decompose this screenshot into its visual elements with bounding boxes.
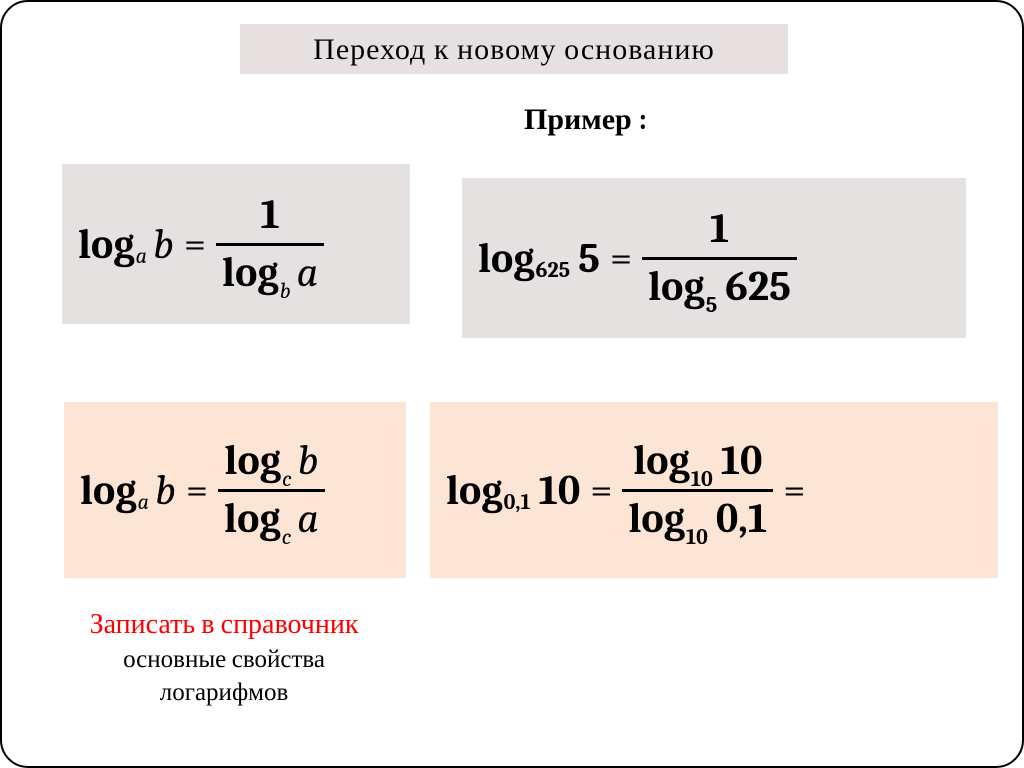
log-base: 625	[536, 257, 570, 283]
log-text: log	[80, 466, 137, 515]
formula-content: log625 5 = 1 log5 625	[478, 204, 797, 311]
log-arg: 0,1	[716, 496, 767, 542]
log-text: log	[478, 234, 535, 283]
numerator: log10 10	[627, 436, 768, 486]
log-base: b	[280, 279, 291, 303]
fraction-bar	[642, 257, 797, 260]
numerator: logc b	[218, 436, 324, 486]
formula-reciprocal-example: log625 5 = 1 log5 625	[462, 178, 966, 338]
footnote-line2: основные свойства	[64, 645, 384, 674]
denominator: logc a	[218, 494, 325, 544]
log-base: 0,1	[504, 489, 531, 515]
log-text: log	[628, 496, 685, 542]
formula-content: loga b = 1 logb a	[78, 190, 324, 297]
log-text: log	[222, 250, 279, 296]
log-arg: 10	[721, 438, 763, 484]
log-arg: b	[153, 220, 174, 269]
slide-title: Переход к новому основанию	[240, 24, 788, 74]
log-text: log	[648, 264, 705, 310]
log-arg: b	[155, 466, 176, 515]
fraction: 1 log5 625	[642, 204, 797, 311]
formula-reciprocal: loga b = 1 logb a	[62, 164, 410, 324]
log-text: log	[224, 438, 281, 484]
log-arg: 10	[539, 466, 581, 515]
trailing-equals: =	[783, 467, 805, 513]
log-arg: a	[297, 496, 319, 542]
example-label: Пример :	[524, 102, 647, 137]
log-arg: 5	[578, 234, 600, 283]
numerator: 1	[704, 204, 735, 254]
slide-frame: Переход к новому основанию Пример : loga…	[0, 0, 1024, 768]
footnote: Записать в справочник основные свойства …	[64, 608, 384, 707]
denominator: logb a	[216, 248, 324, 298]
formula-content: log0,1 10 = log10 10 log10 0,1 =	[446, 436, 815, 543]
log-arg: b	[298, 438, 319, 484]
footnote-line1: Записать в справочник	[64, 608, 384, 641]
log-base: c	[282, 467, 292, 491]
log-base: 5	[706, 293, 717, 317]
fraction-bar	[216, 243, 324, 246]
log-text: log	[446, 466, 503, 515]
equals-sign: =	[610, 235, 632, 281]
log-arg: a	[297, 250, 319, 296]
equals-sign: =	[184, 221, 206, 267]
formula-change-of-base: loga b = logc b logc a	[64, 402, 406, 578]
fraction: 1 logb a	[216, 190, 324, 297]
equals-sign: =	[186, 467, 208, 513]
log-base: 10	[686, 525, 708, 549]
formula-content: loga b = logc b logc a	[80, 436, 325, 543]
log-base: c	[282, 525, 292, 549]
log-base: a	[136, 243, 147, 269]
footnote-line3: логарифмов	[64, 678, 384, 707]
log-text: log	[78, 220, 135, 269]
denominator: log5 625	[642, 262, 797, 312]
denominator: log10 0,1	[622, 494, 773, 544]
fraction-bar	[218, 489, 325, 492]
log-arg: 625	[725, 264, 791, 310]
fraction: log10 10 log10 0,1	[622, 436, 773, 543]
log-text: log	[633, 438, 690, 484]
log-base: 10	[691, 467, 713, 491]
formula-change-of-base-example: log0,1 10 = log10 10 log10 0,1 =	[430, 402, 998, 578]
equals-sign: =	[590, 467, 612, 513]
numerator: 1	[255, 190, 286, 240]
log-text: log	[224, 496, 281, 542]
log-base: a	[138, 489, 149, 515]
fraction: logc b logc a	[218, 436, 325, 543]
